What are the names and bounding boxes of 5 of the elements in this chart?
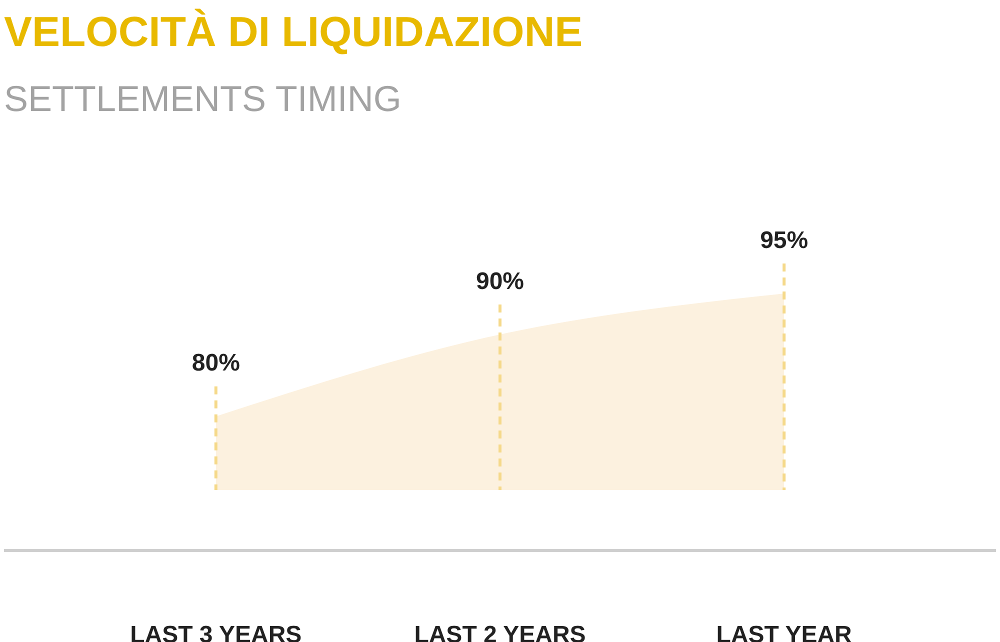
chart-title: VELOCITÀ DI LIQUIDAZIONE [4, 8, 583, 56]
data-label: 80% [192, 350, 240, 377]
data-label: 95% [760, 226, 808, 254]
data-label: 90% [476, 268, 524, 295]
chart-subtitle: SETTLEMENTS TIMING [4, 78, 402, 120]
